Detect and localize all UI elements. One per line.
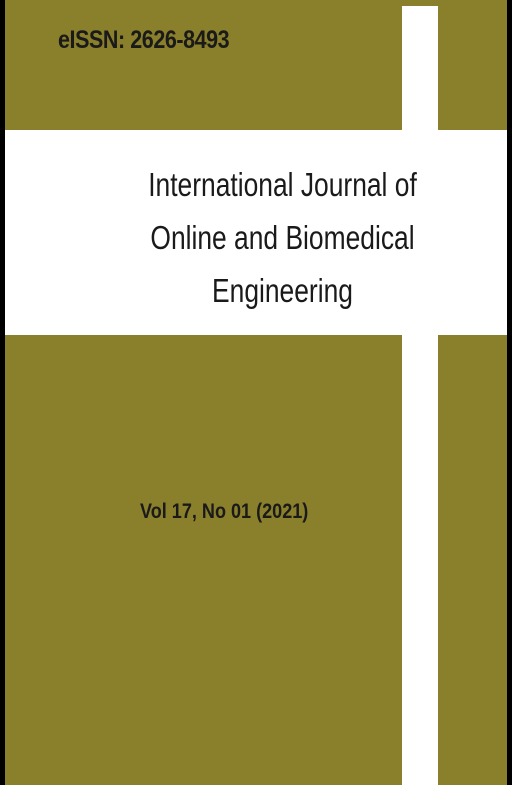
title-band bbox=[5, 130, 507, 335]
issn-label: eISSN: 2626-8493 bbox=[58, 26, 230, 54]
volume-issue-label: Vol 17, No 01 (2021) bbox=[140, 500, 309, 523]
journal-title-line-3: Engineering bbox=[212, 272, 353, 309]
journal-title-line-1: International Journal of bbox=[148, 166, 417, 203]
journal-title-line-2: Online and Biomedical bbox=[150, 219, 415, 256]
right-border bbox=[507, 0, 512, 785]
journal-title: International Journal of Online and Biom… bbox=[145, 158, 421, 317]
decorative-vertical-stripe bbox=[402, 6, 438, 785]
